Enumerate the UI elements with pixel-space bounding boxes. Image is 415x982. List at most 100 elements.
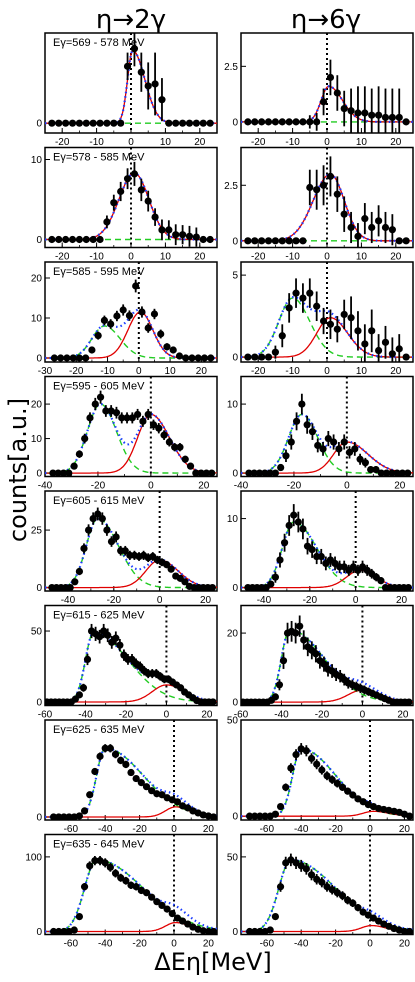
data-point [381, 113, 390, 122]
data-point [251, 353, 259, 361]
data-point [275, 681, 284, 689]
data-point [91, 857, 99, 865]
panel-1-0: -20 -10 0 10 20 0 10 Eγ=578 - 585 MeV [31, 146, 218, 263]
data-point [112, 634, 120, 642]
data-point [279, 657, 288, 665]
data-point [375, 217, 383, 225]
data-point [137, 779, 145, 787]
y-tick-label: 2.5 [224, 181, 238, 192]
data-point [111, 750, 120, 758]
x-tick-label: 20 [399, 824, 411, 835]
x-tick-label: -10 [285, 252, 300, 263]
energy-range-label: Eγ=605 - 615 MeV [53, 495, 145, 507]
data-point [244, 237, 252, 245]
data-point [381, 338, 390, 346]
y-tick-label: 0 [36, 927, 42, 938]
data-point [313, 118, 321, 126]
y-tick-label: 0 [232, 698, 238, 709]
data-point [106, 744, 114, 752]
data-point [382, 469, 391, 477]
data-point [402, 353, 410, 361]
data-point [157, 330, 165, 338]
y-tick-label: 10 [31, 314, 43, 325]
data-point [54, 469, 62, 477]
data-point [130, 45, 139, 53]
x-tick-label: 0 [171, 939, 177, 950]
data-point [60, 927, 68, 935]
data-point [121, 547, 129, 555]
x-tick-label: 0 [148, 481, 154, 492]
panel-frame [240, 490, 414, 592]
data-point [50, 354, 58, 362]
x-tick-label: -30 [38, 366, 53, 377]
data-point [63, 354, 71, 362]
panels: -20 -10 0 10 20 0 Eγ=569 - 578 MeV -20 -10 0 10 20 0… [25, 32, 414, 950]
data-point [338, 783, 347, 791]
background-curve [45, 859, 217, 933]
data-point [208, 469, 216, 477]
data-point [404, 583, 413, 591]
data-point [59, 469, 68, 477]
data-point [313, 302, 321, 310]
x-tick-label: 20 [200, 595, 212, 606]
data-point [182, 354, 190, 362]
data-point [96, 235, 104, 244]
data-point [347, 314, 355, 322]
data-point [244, 353, 252, 361]
data-point [144, 410, 152, 419]
x-tick-label: 10 [160, 252, 172, 263]
panel-frame [240, 833, 414, 936]
data-point [144, 197, 152, 205]
total-fit-curve [45, 747, 217, 819]
data-point [150, 310, 159, 318]
data-point [179, 119, 187, 127]
data-point [300, 636, 308, 644]
data-point [199, 119, 207, 127]
panel-1-1: -20 -10 0 10 20 0 2.5 [224, 146, 414, 263]
y-tick-label: 25 [31, 526, 43, 537]
panel-4-0: -40 -20 0 20 0 25 Eγ=605 - 615 MeV [31, 490, 218, 606]
data-point [356, 455, 364, 463]
plot-area [241, 605, 413, 706]
x-tick-label: 20 [201, 710, 213, 721]
data-point [340, 210, 348, 218]
data-point [351, 445, 359, 453]
data-point [361, 109, 369, 117]
data-point [314, 441, 322, 450]
data-point [68, 235, 77, 244]
total-fit-curve [45, 631, 217, 704]
x-tick-label: 20 [194, 252, 206, 263]
data-point [285, 304, 293, 312]
x-tick-label: -40 [98, 824, 113, 835]
data-point [306, 118, 314, 126]
data-point [98, 514, 106, 523]
data-point [361, 215, 369, 223]
data-point [117, 756, 125, 765]
data-point [307, 754, 316, 763]
data-point [199, 235, 207, 244]
data-point [48, 119, 56, 127]
data-point [292, 118, 300, 126]
x-tick-label: 0 [157, 595, 163, 606]
data-point [132, 774, 140, 783]
data-point [208, 583, 217, 591]
x-tick-label: 0 [324, 137, 330, 148]
data-point [245, 469, 253, 477]
plot-area [241, 147, 413, 248]
x-tick-label: -40 [294, 824, 309, 835]
data-point [303, 421, 311, 429]
x-tick-label: 0 [164, 710, 170, 721]
data-point [110, 119, 118, 127]
data-point [299, 237, 307, 245]
data-point [101, 859, 109, 867]
energy-range-label: Eγ=585 - 595 MeV [53, 266, 145, 278]
x-axis-label: ΔEη[MeV] [154, 948, 271, 976]
y-tick-label: 20 [227, 629, 239, 640]
background-curve [45, 325, 217, 359]
data-point [70, 462, 78, 470]
data-point [278, 118, 286, 126]
data-point [354, 232, 362, 240]
data-point [151, 213, 159, 221]
data-point [299, 525, 307, 533]
data-point [70, 926, 78, 934]
